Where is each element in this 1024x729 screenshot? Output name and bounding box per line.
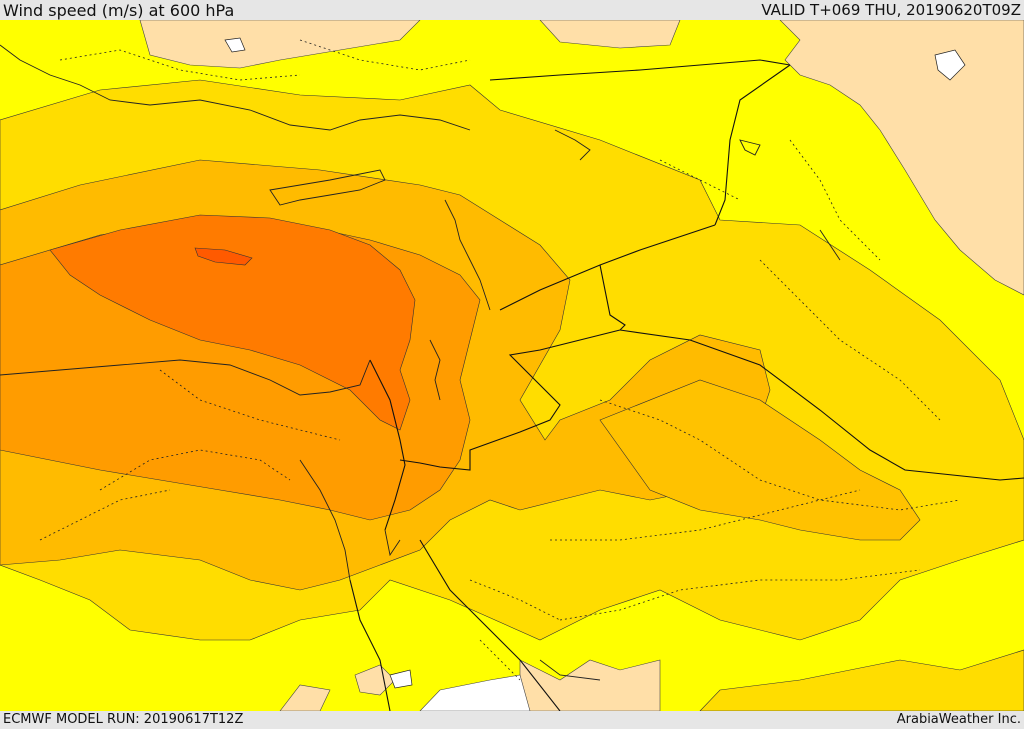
country-borders xyxy=(349,59,1024,711)
credit: ArabiaWeather Inc. xyxy=(896,712,1021,727)
wind-speed-map xyxy=(0,20,1024,711)
small-water-bodies xyxy=(224,37,966,689)
high-wind-areas xyxy=(49,214,416,431)
province-borders xyxy=(39,39,961,681)
map-title: Wind speed (m/s) at 600 hPa xyxy=(3,1,235,20)
model-run: ECMWF MODEL RUN: 20190617T12Z xyxy=(3,712,244,727)
highest-wind-area xyxy=(194,247,253,266)
coastlines xyxy=(0,44,841,681)
footer-bar: ECMWF MODEL RUN: 20190617T12Z ArabiaWeat… xyxy=(0,711,1024,729)
lowest-wind-areas xyxy=(139,20,1024,711)
header-bar: Wind speed (m/s) at 600 hPa VALID T+069 … xyxy=(0,0,1024,20)
no-data-area xyxy=(419,674,531,711)
valid-time: VALID T+069 THU, 20190620T09Z xyxy=(761,1,1021,19)
